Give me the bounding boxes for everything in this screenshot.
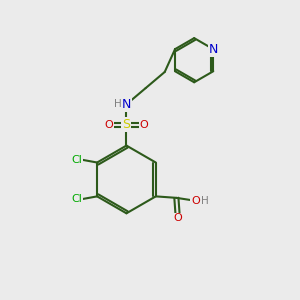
Text: O: O — [104, 120, 113, 130]
Text: N: N — [122, 98, 131, 111]
Text: O: O — [140, 120, 148, 130]
Text: H: H — [114, 99, 122, 109]
Text: Cl: Cl — [71, 194, 82, 204]
Text: O: O — [191, 196, 200, 206]
Text: O: O — [173, 214, 182, 224]
Text: H: H — [201, 196, 209, 206]
Text: N: N — [208, 43, 218, 56]
Text: S: S — [122, 118, 130, 131]
Text: Cl: Cl — [71, 154, 82, 165]
